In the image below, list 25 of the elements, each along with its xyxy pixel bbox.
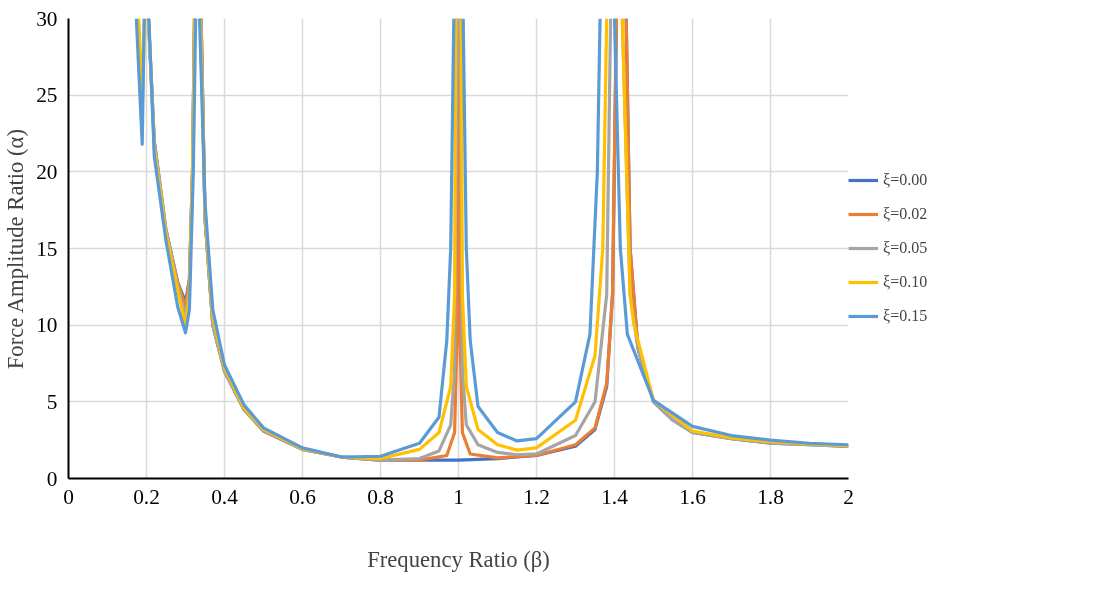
x-tick-label: 0.6 xyxy=(289,484,317,509)
x-tick-label: 0 xyxy=(63,484,74,509)
y-tick-label: 0 xyxy=(46,466,58,491)
legend-label: ξ=0.10 xyxy=(883,273,928,291)
x-tick-label: 0.8 xyxy=(367,484,394,509)
y-tick-label: 10 xyxy=(36,313,58,338)
y-axis-title: Force Amplitude Ratio (α) xyxy=(3,128,29,370)
x-tick-label: 0.2 xyxy=(133,484,160,509)
legend-label: ξ=0.00 xyxy=(883,171,928,189)
x-tick-label: 2 xyxy=(843,484,854,509)
y-tick-label: 25 xyxy=(36,83,58,108)
y-tick-label: 20 xyxy=(36,159,58,184)
x-axis-title: Frequency Ratio (β) xyxy=(367,546,550,572)
legend-label: ξ=0.02 xyxy=(883,205,928,223)
y-tick-label: 5 xyxy=(46,389,58,414)
x-tick-label: 0.4 xyxy=(211,484,239,509)
legend-label: ξ=0.15 xyxy=(883,307,928,325)
x-tick-label: 1 xyxy=(453,484,464,509)
x-tick-label: 1.8 xyxy=(757,484,784,509)
x-tick-label: 1.6 xyxy=(679,484,707,509)
legend-label: ξ=0.05 xyxy=(883,239,928,257)
y-tick-label: 15 xyxy=(36,236,58,261)
y-tick-label: 30 xyxy=(36,6,58,31)
x-tick-label: 1.4 xyxy=(601,484,629,509)
x-tick-label: 1.2 xyxy=(523,484,550,509)
